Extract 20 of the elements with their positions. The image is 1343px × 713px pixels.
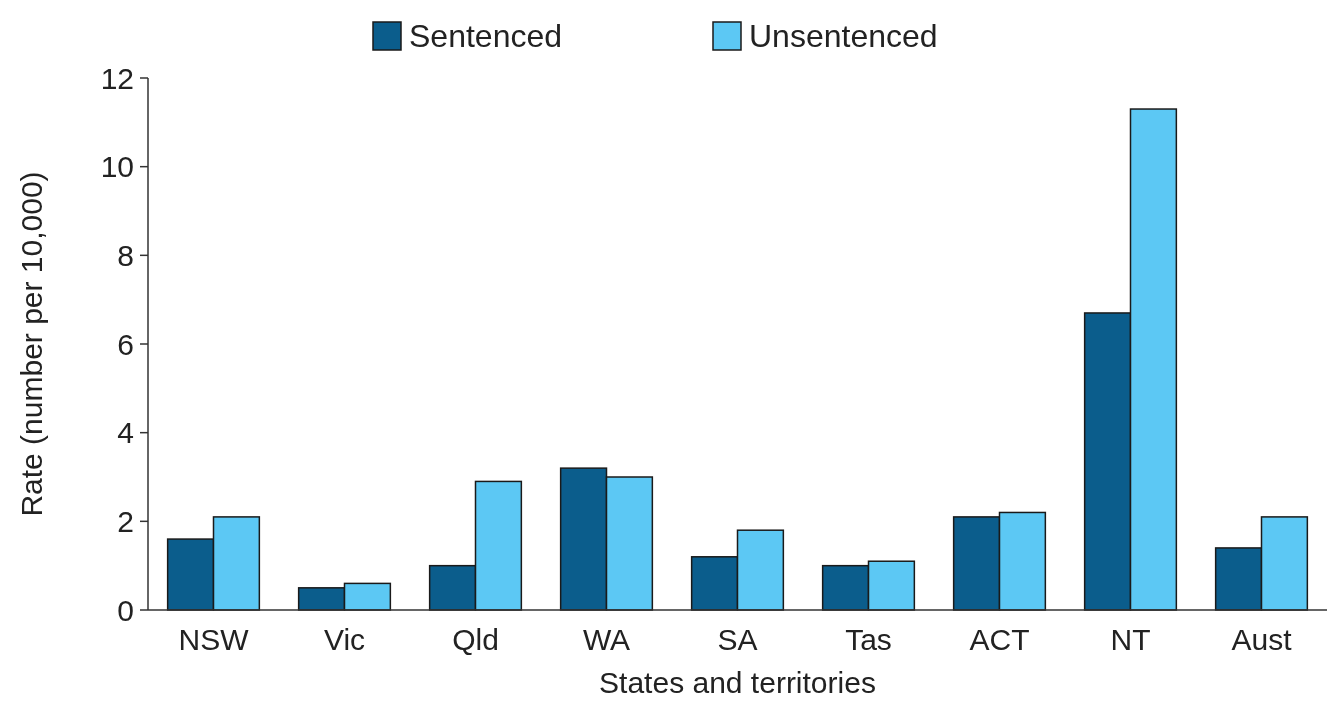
x-tick-label: Tas xyxy=(845,623,892,656)
x-tick-label: NT xyxy=(1110,623,1151,656)
y-tick-label: 0 xyxy=(117,593,134,627)
legend-label: Unsentenced xyxy=(749,18,938,55)
x-tick-label: Vic xyxy=(323,623,366,656)
y-tick-label: 4 xyxy=(117,416,134,450)
x-tick-label: NSW xyxy=(178,623,250,656)
y-tick-label: 6 xyxy=(117,327,134,361)
x-tick-label: ACT xyxy=(969,623,1030,656)
y-tick-label: 8 xyxy=(117,238,134,272)
x-axis-title: States and territories xyxy=(599,666,876,699)
legend-label: Sentenced xyxy=(409,18,563,55)
y-tick-label: 2 xyxy=(117,504,134,538)
y-tick-label: 12 xyxy=(100,61,134,95)
x-tick-label: WA xyxy=(582,623,631,656)
x-tick-label: Aust xyxy=(1231,623,1293,656)
x-tick-label: Qld xyxy=(452,623,499,656)
y-axis-title: Rate (number per 10,000) xyxy=(15,171,48,517)
y-tick-label: 10 xyxy=(100,150,134,184)
x-tick-label: SA xyxy=(717,623,758,656)
